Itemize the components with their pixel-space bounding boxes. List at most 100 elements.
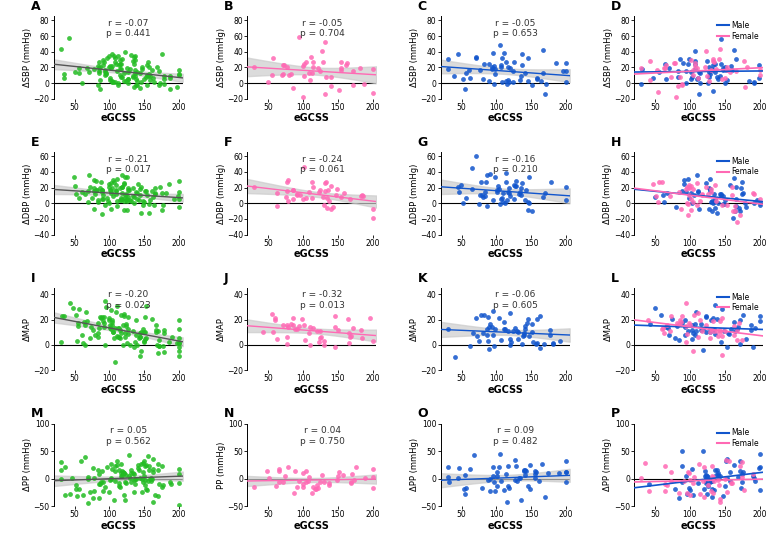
- Point: [108, 496, 120, 504]
- Point: [297, 62, 309, 70]
- Point: [304, 341, 316, 350]
- Point: [700, 321, 713, 329]
- Point: [470, 54, 482, 63]
- Point: [104, 76, 117, 85]
- Point: [730, 67, 742, 76]
- Point: [173, 343, 186, 352]
- Point: [515, 190, 527, 199]
- Point: [535, 77, 548, 86]
- Point: [125, 477, 137, 486]
- Point: [685, 195, 697, 204]
- Point: [635, 80, 647, 89]
- Point: [127, 56, 139, 65]
- Point: [286, 185, 298, 194]
- Point: [692, 187, 704, 196]
- Point: [359, 474, 371, 483]
- Point: [680, 471, 692, 480]
- Point: [714, 328, 726, 337]
- Point: [499, 57, 512, 66]
- Point: [146, 464, 159, 473]
- Point: [173, 346, 186, 355]
- Point: [88, 176, 100, 185]
- Point: [537, 193, 549, 202]
- Point: [639, 458, 651, 467]
- Point: [470, 53, 482, 62]
- Point: [476, 191, 489, 200]
- Point: [88, 183, 100, 192]
- Point: [164, 72, 176, 81]
- Point: [96, 313, 108, 322]
- Point: [286, 194, 298, 203]
- Point: [117, 76, 130, 85]
- Text: D: D: [611, 0, 621, 13]
- Point: [321, 194, 333, 202]
- Point: [696, 447, 709, 455]
- Point: [716, 34, 728, 43]
- Point: [300, 478, 312, 487]
- Point: [88, 186, 100, 195]
- Y-axis label: PP (mmHg): PP (mmHg): [216, 441, 225, 488]
- Point: [163, 337, 175, 346]
- Point: [116, 467, 128, 476]
- Point: [303, 69, 315, 78]
- Point: [94, 85, 106, 94]
- Point: [156, 482, 168, 491]
- Text: r = -0.05
p = 0.704: r = -0.05 p = 0.704: [300, 19, 344, 38]
- Point: [696, 346, 709, 355]
- Point: [719, 200, 731, 208]
- Point: [721, 343, 733, 351]
- Point: [702, 481, 714, 490]
- Point: [518, 328, 530, 337]
- Point: [696, 324, 709, 333]
- Point: [740, 202, 752, 211]
- Point: [291, 324, 303, 333]
- Point: [523, 173, 535, 182]
- Point: [680, 67, 692, 76]
- Point: [117, 195, 129, 204]
- Point: [748, 78, 760, 87]
- Point: [738, 57, 750, 66]
- Point: [683, 184, 695, 192]
- Point: [688, 191, 700, 200]
- Point: [496, 53, 509, 62]
- Point: [689, 60, 701, 69]
- Y-axis label: ΔMAP: ΔMAP: [23, 317, 32, 341]
- Point: [706, 206, 719, 215]
- Point: [684, 189, 696, 197]
- Point: [104, 321, 116, 329]
- Point: [62, 34, 74, 42]
- Point: [723, 456, 735, 465]
- Point: [699, 467, 711, 476]
- Point: [140, 312, 152, 321]
- Point: [681, 183, 693, 191]
- Point: [721, 488, 733, 497]
- Point: [118, 311, 130, 320]
- Point: [728, 173, 740, 182]
- Text: r = -0.16
p = 0.210: r = -0.16 p = 0.210: [493, 155, 538, 174]
- Point: [117, 491, 130, 499]
- Point: [464, 74, 476, 82]
- Point: [492, 181, 505, 190]
- Point: [714, 189, 726, 198]
- Point: [692, 186, 704, 195]
- Point: [502, 326, 514, 335]
- Point: [719, 196, 732, 205]
- Point: [676, 318, 688, 327]
- Point: [709, 68, 721, 76]
- Point: [291, 482, 304, 491]
- Point: [719, 74, 731, 82]
- Point: [288, 488, 300, 497]
- Point: [692, 478, 704, 487]
- Y-axis label: ΔSBP (mmHg): ΔSBP (mmHg): [604, 28, 613, 87]
- Point: [678, 477, 690, 486]
- Point: [307, 483, 319, 492]
- Point: [282, 322, 295, 331]
- Point: [282, 196, 295, 205]
- Point: [701, 56, 713, 65]
- Point: [110, 202, 123, 211]
- Point: [137, 197, 150, 206]
- Point: [133, 185, 146, 194]
- Point: [706, 471, 718, 480]
- Point: [173, 324, 186, 333]
- Point: [311, 483, 324, 492]
